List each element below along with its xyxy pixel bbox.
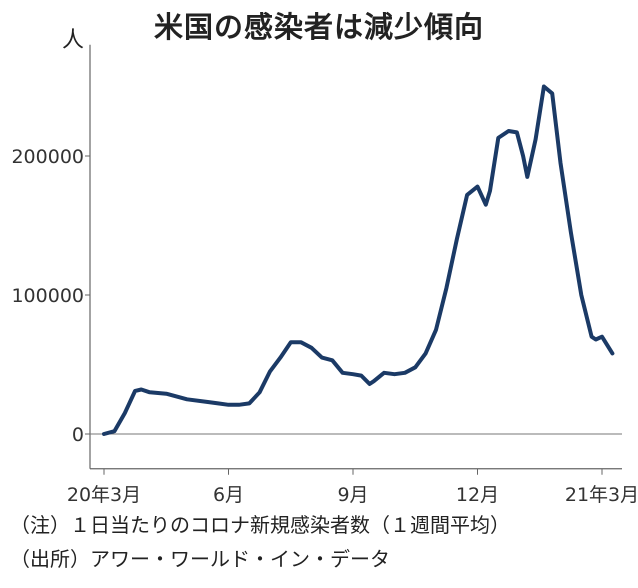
y-axis-unit: 人 [62, 28, 85, 53]
series-lines [102, 84, 615, 436]
y-tick-label: 100000 [11, 285, 84, 307]
x-tick-label: 9月 [337, 484, 368, 506]
y-axis-ticks: 0 100000 200000 [11, 146, 90, 446]
x-tick-label: 12月 [456, 484, 499, 506]
x-tick-label: 21年3月 [565, 484, 638, 506]
chart-title: 米国の感染者は減少傾向 [153, 10, 484, 44]
chart-axes [89, 44, 622, 470]
source-line: （出所）アワー・ワールド・イン・データ [10, 547, 390, 571]
x-axis-ticks: 20年3月 6月 9月 12月 21年3月 [67, 468, 638, 506]
x-tick-label: 6月 [213, 484, 244, 506]
note-line: （注）１日当たりのコロナ新規感染者数（１週間平均） [10, 513, 510, 537]
x-tick-label: 20年3月 [67, 484, 141, 506]
series-line [102, 84, 615, 436]
footnotes: （注）１日当たりのコロナ新規感染者数（１週間平均） （出所）アワー・ワールド・イ… [10, 508, 510, 576]
y-tick-label: 200000 [11, 146, 84, 168]
y-tick-label: 0 [72, 424, 84, 446]
